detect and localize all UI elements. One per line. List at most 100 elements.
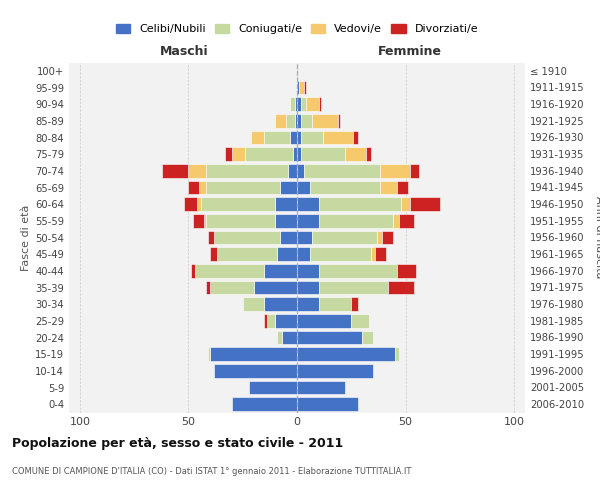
Bar: [251, 130, 265, 144]
Bar: [277, 248, 297, 261]
Text: Femmine: Femmine: [378, 44, 442, 58]
Bar: [380, 164, 410, 177]
Bar: [282, 330, 297, 344]
Bar: [297, 330, 362, 344]
Bar: [338, 114, 340, 128]
Bar: [371, 248, 375, 261]
Bar: [297, 298, 319, 311]
Bar: [188, 164, 206, 177]
Bar: [401, 198, 410, 211]
Bar: [217, 248, 277, 261]
Bar: [195, 264, 265, 278]
Bar: [232, 398, 297, 411]
Bar: [277, 330, 282, 344]
Bar: [312, 230, 377, 244]
Bar: [265, 130, 290, 144]
Bar: [232, 148, 245, 161]
Bar: [290, 130, 297, 144]
Bar: [362, 330, 373, 344]
Bar: [319, 298, 351, 311]
Bar: [245, 148, 293, 161]
Bar: [297, 180, 310, 194]
Bar: [304, 80, 305, 94]
Bar: [290, 98, 295, 111]
Bar: [265, 298, 297, 311]
Bar: [323, 130, 353, 144]
Text: Popolazione per età, sesso e stato civile - 2011: Popolazione per età, sesso e stato civil…: [12, 438, 343, 450]
Bar: [319, 98, 321, 111]
Bar: [351, 298, 358, 311]
Bar: [208, 230, 214, 244]
Bar: [249, 380, 297, 394]
Bar: [397, 180, 408, 194]
Legend: Celibi/Nubili, Coniugati/e, Vedovi/e, Divorziati/e: Celibi/Nubili, Coniugati/e, Vedovi/e, Di…: [112, 19, 482, 38]
Bar: [286, 114, 295, 128]
Bar: [206, 180, 280, 194]
Bar: [319, 198, 401, 211]
Bar: [289, 164, 297, 177]
Bar: [399, 214, 414, 228]
Bar: [297, 114, 301, 128]
Bar: [351, 314, 368, 328]
Text: Maschi: Maschi: [160, 44, 208, 58]
Bar: [297, 148, 301, 161]
Bar: [297, 314, 351, 328]
Y-axis label: Anni di nascita: Anni di nascita: [594, 196, 600, 278]
Bar: [295, 98, 297, 111]
Bar: [301, 98, 305, 111]
Bar: [226, 148, 232, 161]
Bar: [280, 230, 297, 244]
Bar: [210, 248, 217, 261]
Text: COMUNE DI CAMPIONE D'ITALIA (CO) - Dati ISTAT 1° gennaio 2011 - Elaborazione TUT: COMUNE DI CAMPIONE D'ITALIA (CO) - Dati …: [12, 468, 412, 476]
Bar: [163, 164, 188, 177]
Bar: [319, 264, 397, 278]
Bar: [297, 80, 299, 94]
Bar: [301, 114, 312, 128]
Bar: [265, 264, 297, 278]
Bar: [210, 348, 297, 361]
Bar: [265, 314, 266, 328]
Bar: [353, 130, 358, 144]
Bar: [310, 248, 371, 261]
Bar: [297, 348, 395, 361]
Bar: [297, 98, 301, 111]
Bar: [206, 280, 210, 294]
Bar: [297, 280, 319, 294]
Bar: [397, 264, 416, 278]
Bar: [188, 180, 199, 194]
Bar: [184, 198, 197, 211]
Bar: [297, 198, 319, 211]
Bar: [275, 314, 297, 328]
Bar: [202, 198, 275, 211]
Bar: [297, 230, 312, 244]
Bar: [319, 280, 388, 294]
Bar: [214, 230, 280, 244]
Bar: [293, 148, 297, 161]
Bar: [367, 148, 371, 161]
Bar: [206, 214, 275, 228]
Bar: [410, 164, 419, 177]
Bar: [388, 280, 414, 294]
Bar: [392, 214, 399, 228]
Bar: [301, 130, 323, 144]
Bar: [297, 364, 373, 378]
Bar: [312, 114, 338, 128]
Bar: [275, 214, 297, 228]
Bar: [345, 148, 367, 161]
Bar: [280, 180, 297, 194]
Bar: [297, 248, 310, 261]
Bar: [275, 114, 286, 128]
Bar: [243, 298, 265, 311]
Bar: [214, 364, 297, 378]
Bar: [275, 198, 297, 211]
Bar: [208, 348, 210, 361]
Bar: [295, 114, 297, 128]
Bar: [382, 230, 392, 244]
Bar: [297, 214, 319, 228]
Y-axis label: Fasce di età: Fasce di età: [21, 204, 31, 270]
Bar: [297, 398, 358, 411]
Bar: [380, 180, 397, 194]
Bar: [297, 264, 319, 278]
Bar: [377, 230, 382, 244]
Bar: [297, 380, 345, 394]
